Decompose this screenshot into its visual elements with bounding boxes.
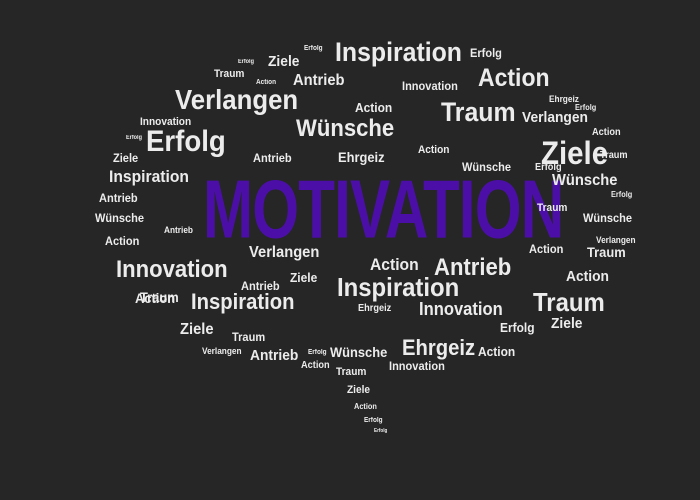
cloud-word: Erfolg — [500, 320, 535, 335]
cloud-word: Inspiration — [191, 289, 295, 314]
cloud-word: Innovation — [140, 116, 192, 128]
cloud-word: Innovation — [389, 359, 445, 373]
cloud-word: Erfolg — [611, 190, 633, 199]
cloud-word: Traum — [336, 366, 367, 378]
cloud-word: Ehrgeiz — [338, 149, 385, 165]
cloud-word: Action — [354, 402, 377, 411]
cloud-word: Action — [592, 127, 621, 138]
cloud-word: Action — [370, 255, 419, 274]
cloud-word: Wünsche — [95, 211, 145, 225]
cloud-word: Antrieb — [253, 151, 292, 165]
cloud-word: Traum — [537, 202, 568, 214]
cloud-word: Ziele — [268, 53, 300, 70]
cloud-word: Action — [566, 268, 609, 285]
cloud-word: Action — [478, 64, 550, 92]
cloud-word: Antrieb — [164, 225, 193, 235]
cloud-word: Antrieb — [434, 254, 512, 281]
motivation-word: MOTIVATION — [203, 163, 564, 256]
cloud-word: Antrieb — [99, 191, 138, 205]
cloud-word: Innovation — [419, 299, 503, 319]
cloud-word: Action — [105, 234, 140, 248]
cloud-word: Inspiration — [109, 167, 189, 186]
cloud-word: Antrieb — [293, 72, 345, 89]
cloud-word: Traum — [140, 289, 179, 305]
cloud-word: Erfolg — [364, 417, 383, 424]
cloud-word: Verlangen — [175, 84, 299, 115]
cloud-word: Wünsche — [296, 115, 395, 142]
cloud-word: Ehrgeiz — [402, 335, 476, 360]
cloud-word: Action — [478, 344, 516, 359]
cloud-word: Erfolg — [470, 46, 502, 60]
cloud-word: Inspiration — [337, 272, 460, 302]
cloud-word: Innovation — [402, 79, 458, 93]
cloud-word: Verlangen — [202, 346, 242, 356]
cloud-word: Antrieb — [250, 347, 299, 364]
cloud-word: Ziele — [113, 151, 139, 165]
cloud-word: Wünsche — [583, 211, 633, 225]
cloud-word: Traum — [441, 97, 516, 127]
cloud-word: Erfolg — [304, 45, 323, 52]
cloud-word: Action — [301, 360, 330, 371]
cloud-word: Action — [256, 79, 277, 86]
cloud-word: Wünsche — [552, 172, 618, 189]
cloud-word: Erfolg — [575, 103, 597, 112]
cloud-word: Inspiration — [335, 37, 462, 67]
cloud-word: Erfolg — [535, 162, 562, 173]
cloud-word: Traum — [533, 287, 605, 317]
cloud-word: Wünsche — [330, 344, 388, 360]
cloud-word: Action — [418, 144, 450, 156]
cloud-word: Action — [135, 290, 176, 306]
cloud-word: Ziele — [180, 321, 214, 338]
cloud-word: Antrieb — [241, 279, 280, 293]
cloud-word: Ziele — [551, 315, 583, 332]
cloud-word: Verlangen — [522, 109, 588, 126]
cloud-word: Innovation — [116, 256, 228, 283]
cloud-word: Traum — [232, 330, 266, 344]
cloud-word: Traum — [214, 68, 245, 80]
cloud-word: Erfolg — [308, 349, 327, 356]
cloud-word: Ziele — [347, 384, 371, 396]
cloud-word: Ziele — [290, 270, 318, 285]
cloud-word: Erfolg — [126, 135, 142, 141]
cloud-word: Verlangen — [596, 235, 636, 245]
cloud-word: Wünsche — [462, 160, 512, 174]
cloud-word: Erfolg — [374, 428, 388, 434]
cloud-word: Action — [355, 100, 393, 115]
cloud-word: Ehrgeiz — [549, 94, 579, 104]
cloud-word: Traum — [600, 150, 628, 161]
cloud-word: Erfolg — [238, 59, 254, 65]
cloud-word: Traum — [587, 244, 626, 260]
cloud-word: Action — [529, 242, 564, 256]
cloud-word: Ehrgeiz — [358, 303, 392, 314]
cloud-word: Ziele — [541, 135, 609, 171]
cloud-word: Erfolg — [146, 125, 226, 158]
cloud-word: Verlangen — [249, 244, 320, 261]
